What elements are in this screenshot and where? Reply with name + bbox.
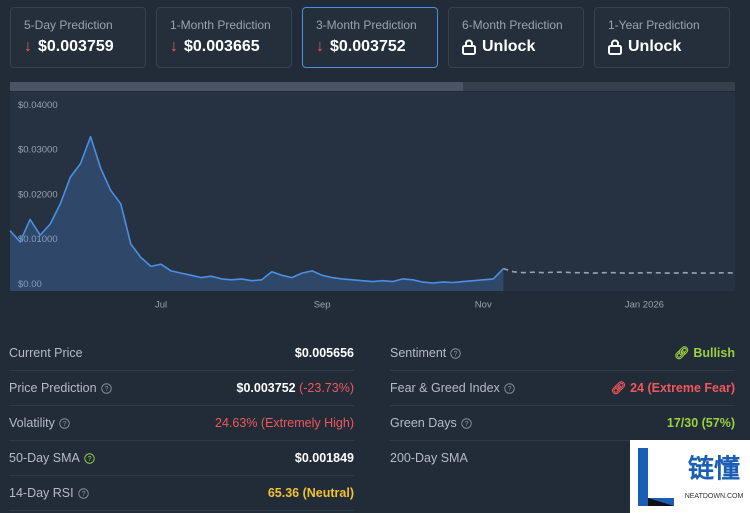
line bbox=[503, 267, 736, 274]
help-icon[interactable]: ? bbox=[77, 487, 89, 499]
stat-label-wrap: Volatility? bbox=[9, 416, 70, 430]
stat-value: $0.005656 bbox=[294, 346, 354, 360]
help-icon[interactable]: ? bbox=[460, 417, 472, 429]
stat-row: Volatility? 24.63% (Extremely High) bbox=[9, 406, 354, 441]
svg-text:?: ? bbox=[62, 418, 66, 427]
stat-label: Green Days bbox=[390, 416, 457, 430]
watermark-title: 链懂 bbox=[688, 454, 740, 485]
stat-label-wrap: Price Prediction? bbox=[9, 381, 112, 395]
stat-label: 200-Day SMA bbox=[390, 451, 468, 465]
stat-row: Green Days? 17/30 (57%) bbox=[390, 406, 735, 441]
stat-label: Volatility bbox=[9, 416, 55, 430]
stat-value: 17/30 (57%) bbox=[666, 416, 735, 430]
card-value: Unlock bbox=[482, 38, 536, 55]
prediction-card[interactable]: 5-Day Prediction ↓ $0.003759 bbox=[10, 7, 146, 68]
chart: $0.00 $0.01000 $0.02000 $0.03000 $0.04000 Jul… bbox=[9, 82, 736, 311]
stat-value: 65.36 (Neutral) bbox=[267, 486, 354, 500]
help-icon[interactable]: ? bbox=[504, 382, 515, 394]
stat-value: $0.001849 bbox=[294, 451, 354, 465]
card-label: 1-Year Prediction bbox=[608, 18, 700, 32]
stat-label-wrap: Sentiment? bbox=[390, 346, 462, 360]
svg-text:?: ? bbox=[104, 383, 108, 392]
help-icon[interactable]: ? bbox=[84, 452, 95, 464]
stat-row: 50-Day SMA? $0.001849 bbox=[9, 441, 354, 476]
lock-icon bbox=[462, 39, 476, 55]
x-tick-label: Jul bbox=[155, 300, 167, 311]
stat-value: 24.63% (Extremely High) bbox=[215, 416, 354, 430]
stat-value: Bullish bbox=[693, 345, 735, 360]
card-value: $0.003752 bbox=[330, 38, 406, 55]
card-value-wrap: ↓ $0.003665 bbox=[170, 38, 260, 56]
plot-area bbox=[10, 92, 735, 291]
stat-value-wrap: 🔗︎ Bullish bbox=[673, 345, 735, 360]
card-label: 1-Month Prediction bbox=[170, 18, 271, 32]
card-value: $0.003665 bbox=[184, 38, 260, 55]
card-value-wrap: Unlock bbox=[462, 38, 535, 56]
card-value: Unlock bbox=[628, 38, 682, 55]
lock-icon bbox=[608, 39, 622, 55]
prediction-card[interactable]: 6-Month Prediction Unlock bbox=[448, 7, 584, 68]
stat-value-wrap: 🔗︎ 24 (Extreme Fear) bbox=[610, 380, 735, 395]
stat-label: 14-Day RSI bbox=[9, 486, 74, 500]
svg-text:?: ? bbox=[87, 453, 91, 462]
card-value-wrap: ↓ $0.003752 bbox=[316, 38, 406, 56]
stat-value: 24 (Extreme Fear) bbox=[630, 380, 735, 395]
y-tick-label: $0.01000 bbox=[18, 234, 58, 245]
stat-row: Current Price $0.005656 bbox=[9, 336, 354, 371]
watermark-subtitle: NEATDOWN.COM bbox=[685, 493, 744, 500]
stat-label: Price Prediction bbox=[9, 381, 97, 395]
stat-row: Price Prediction? $0.003752 (-23.73%) bbox=[9, 371, 354, 406]
x-tick-label: Sep bbox=[314, 300, 331, 311]
stat-label-wrap: Fear & Greed Index? bbox=[390, 381, 515, 395]
y-tick-label: $0.00 bbox=[18, 279, 42, 290]
help-icon[interactable]: ? bbox=[450, 347, 462, 359]
line bbox=[9, 135, 504, 284]
card-label: 5-Day Prediction bbox=[24, 18, 113, 32]
stat-label: 50-Day SMA bbox=[9, 451, 80, 465]
stat-label: Current Price bbox=[9, 346, 83, 360]
card-label: 3-Month Prediction bbox=[316, 18, 417, 32]
stat-change: (-23.73%) bbox=[299, 381, 354, 395]
x-tick-label: Nov bbox=[475, 300, 492, 311]
prediction-card[interactable]: 1-Year Prediction Unlock bbox=[594, 7, 730, 68]
stat-label-wrap: Green Days? bbox=[390, 416, 472, 430]
stat-label-wrap: 50-Day SMA? bbox=[9, 451, 95, 465]
card-value-wrap: ↓ $0.003759 bbox=[24, 38, 114, 56]
down-arrow: ↓ bbox=[170, 38, 178, 55]
stat-row: 14-Day RSI? 65.36 (Neutral) bbox=[9, 476, 354, 511]
y-tick-label: $0.02000 bbox=[18, 189, 58, 200]
stat-label: Sentiment bbox=[390, 346, 447, 360]
stat-row: 200-Day SMA bbox=[390, 441, 735, 475]
card-label: 6-Month Prediction bbox=[462, 18, 563, 32]
watermark: 链懂 NEATDOWN.COM bbox=[630, 440, 750, 513]
card-value: $0.003759 bbox=[38, 38, 114, 55]
card-value-wrap: Unlock bbox=[608, 38, 681, 56]
down-arrow: ↓ bbox=[24, 38, 32, 55]
stat-label-wrap: 14-Day RSI? bbox=[9, 486, 89, 500]
svg-text:?: ? bbox=[454, 348, 458, 357]
help-icon[interactable]: ? bbox=[100, 382, 112, 394]
stat-row: Fear & Greed Index? 🔗︎ 24 (Extreme Fear) bbox=[390, 371, 735, 406]
svg-text:?: ? bbox=[81, 488, 85, 497]
svg-text:?: ? bbox=[507, 383, 511, 392]
down-arrow: ↓ bbox=[316, 38, 324, 55]
svg-text:?: ? bbox=[464, 418, 468, 427]
x-tick-label: Jan 2026 bbox=[625, 300, 664, 311]
stat-label: Fear & Greed Index bbox=[390, 381, 500, 395]
y-tick-label: $0.03000 bbox=[18, 145, 58, 156]
help-icon[interactable]: ? bbox=[59, 417, 70, 429]
stat-value-wrap: $0.003752 (-23.73%) bbox=[237, 381, 354, 395]
area bbox=[10, 136, 504, 291]
stat-row: Sentiment? 🔗︎ Bullish bbox=[390, 336, 735, 371]
prediction-card[interactable]: 1-Month Prediction ↓ $0.003665 bbox=[156, 7, 292, 68]
stat-value: $0.003752 bbox=[236, 381, 296, 395]
scrollbar-thumb[interactable] bbox=[10, 82, 463, 91]
y-tick-label: $0.04000 bbox=[18, 100, 58, 111]
watermark-logo: 链懂 NEATDOWN.COM bbox=[638, 448, 744, 506]
prediction-card[interactable]: 3-Month Prediction ↓ $0.003752 bbox=[302, 7, 438, 68]
